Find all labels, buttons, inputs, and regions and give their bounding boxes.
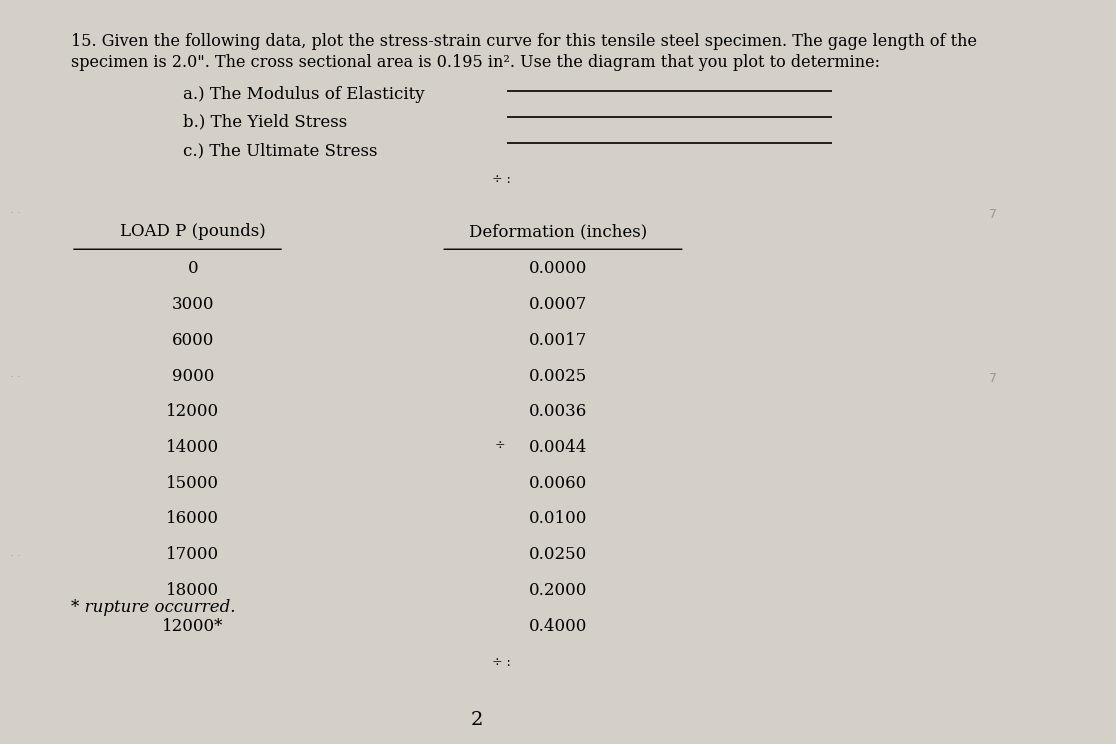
Text: Deformation (inches): Deformation (inches): [469, 223, 647, 240]
Text: 0.0000: 0.0000: [529, 260, 587, 278]
Text: 12000: 12000: [166, 403, 219, 420]
Text: ÷ :: ÷ :: [492, 656, 511, 669]
Text: c.) The Ultimate Stress: c.) The Ultimate Stress: [183, 142, 377, 159]
Text: 6000: 6000: [172, 332, 214, 349]
Text: 14000: 14000: [166, 439, 219, 456]
Text: 3000: 3000: [172, 296, 214, 313]
Text: 0.4000: 0.4000: [529, 618, 587, 635]
Text: 15. Given the following data, plot the stress-strain curve for this tensile stee: 15. Given the following data, plot the s…: [71, 33, 976, 51]
Text: · ·: · ·: [10, 372, 21, 382]
Text: · ·: · ·: [10, 208, 21, 218]
Text: 18000: 18000: [166, 582, 219, 599]
Text: specimen is 2.0". The cross sectional area is 0.195 in². Use the diagram that yo: specimen is 2.0". The cross sectional ar…: [71, 54, 881, 71]
Text: 2: 2: [471, 711, 483, 728]
Text: ÷ :: ÷ :: [492, 173, 511, 185]
Text: 0.0007: 0.0007: [529, 296, 587, 313]
Text: 0.0060: 0.0060: [529, 475, 587, 492]
Text: a.) The Modulus of Elasticity: a.) The Modulus of Elasticity: [183, 86, 424, 103]
Text: ÷: ÷: [496, 439, 506, 452]
Text: 7: 7: [989, 208, 997, 221]
Text: 15000: 15000: [166, 475, 219, 492]
Text: 7: 7: [989, 372, 997, 385]
Text: 12000*: 12000*: [162, 618, 223, 635]
Text: 16000: 16000: [166, 510, 219, 527]
Text: 0.2000: 0.2000: [529, 582, 587, 599]
Text: b.) The Yield Stress: b.) The Yield Stress: [183, 114, 347, 131]
Text: LOAD P (pounds): LOAD P (pounds): [119, 223, 266, 240]
Text: · ·: · ·: [10, 551, 21, 560]
Text: 0.0044: 0.0044: [529, 439, 587, 456]
Text: 0.0025: 0.0025: [529, 368, 587, 385]
Text: * rupture occurred.: * rupture occurred.: [71, 599, 235, 616]
Text: 0.0100: 0.0100: [529, 510, 587, 527]
Text: 17000: 17000: [166, 546, 219, 563]
Text: 9000: 9000: [172, 368, 214, 385]
Text: 0.0250: 0.0250: [529, 546, 587, 563]
Text: 0.0036: 0.0036: [529, 403, 587, 420]
Text: 0: 0: [187, 260, 198, 278]
Text: 0.0017: 0.0017: [529, 332, 587, 349]
